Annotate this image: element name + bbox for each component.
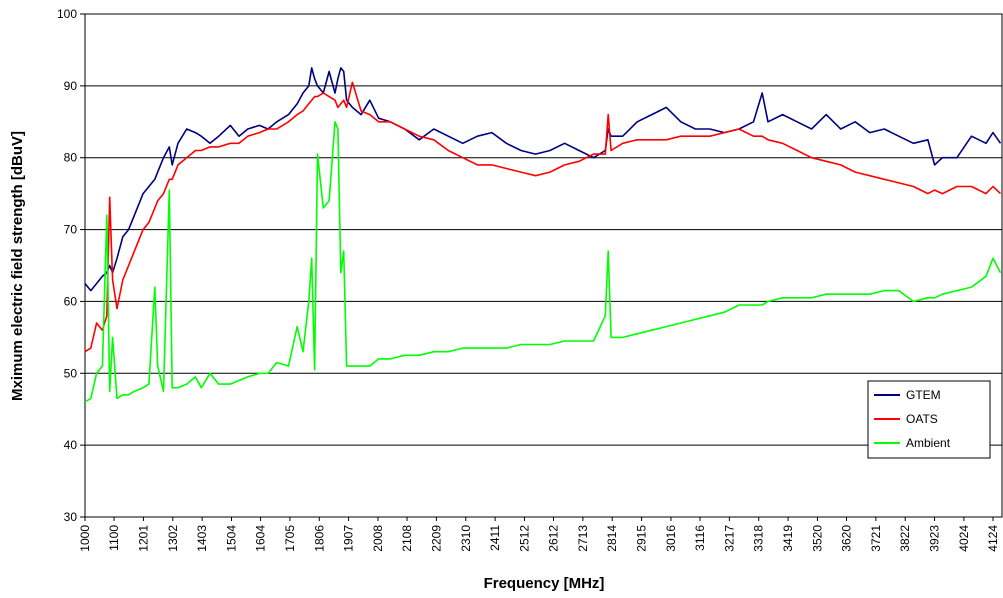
x-tick-label: 4124	[986, 525, 1000, 552]
x-tick-label: 3520	[810, 525, 824, 552]
x-tick-label: 1907	[342, 525, 356, 552]
x-tick-label: 4024	[957, 525, 971, 552]
x-tick-label: 3620	[840, 525, 854, 552]
x-tick-label: 1806	[312, 525, 326, 552]
series-line	[84, 121, 1002, 403]
y-tick-label: 60	[64, 294, 78, 308]
x-tick-label: 3822	[898, 525, 912, 552]
x-tick-label: 1504	[224, 525, 238, 552]
x-tick-label: 2411	[488, 525, 502, 551]
x-tick-label: 1403	[195, 525, 209, 552]
x-tick-label: 2209	[429, 525, 443, 552]
x-tick-label: 1000	[78, 525, 92, 552]
x-axis-title: Frequency [MHz]	[484, 575, 605, 592]
x-tick-label: 2713	[576, 525, 590, 552]
x-tick-label: 2008	[371, 525, 385, 552]
x-tick-label: 3419	[781, 525, 795, 552]
x-tick-label: 1201	[136, 525, 150, 552]
y-tick-label: 100	[57, 7, 77, 21]
y-tick-label: 50	[64, 366, 78, 380]
x-tick-label: 3721	[869, 525, 883, 552]
x-tick-label: 1302	[166, 525, 180, 552]
x-tick-label: 1705	[283, 525, 297, 552]
y-tick-label: 70	[64, 223, 78, 237]
x-tick-label: 3217	[722, 525, 736, 552]
x-tick-label: 3318	[752, 525, 766, 552]
legend-label: Ambient	[906, 436, 951, 450]
series-line	[84, 67, 1002, 292]
legend-label: OATS	[906, 412, 938, 426]
x-tick-label: 1604	[254, 525, 268, 552]
y-tick-label: 40	[64, 438, 78, 452]
x-tick-label: 1100	[107, 525, 121, 551]
y-tick-label: 80	[64, 151, 78, 165]
x-tick-label: 2310	[459, 525, 473, 552]
x-tick-label: 2814	[605, 525, 619, 552]
x-tick-label: 3116	[693, 525, 707, 551]
legend-label: GTEM	[906, 388, 941, 402]
series-line	[84, 81, 1002, 353]
x-tick-label: 2915	[635, 525, 649, 552]
x-tick-label: 3923	[928, 525, 942, 552]
x-tick-label: 2108	[400, 525, 414, 552]
x-tick-label: 2612	[547, 525, 561, 552]
plot-area	[84, 13, 1003, 518]
y-tick-label: 90	[64, 79, 78, 93]
x-tick-label: 3016	[664, 525, 678, 552]
x-tick-label: 2512	[517, 525, 531, 552]
y-axis-title: Mximum electric field strength [dBuV]	[9, 131, 26, 401]
y-tick-label: 30	[64, 510, 78, 524]
